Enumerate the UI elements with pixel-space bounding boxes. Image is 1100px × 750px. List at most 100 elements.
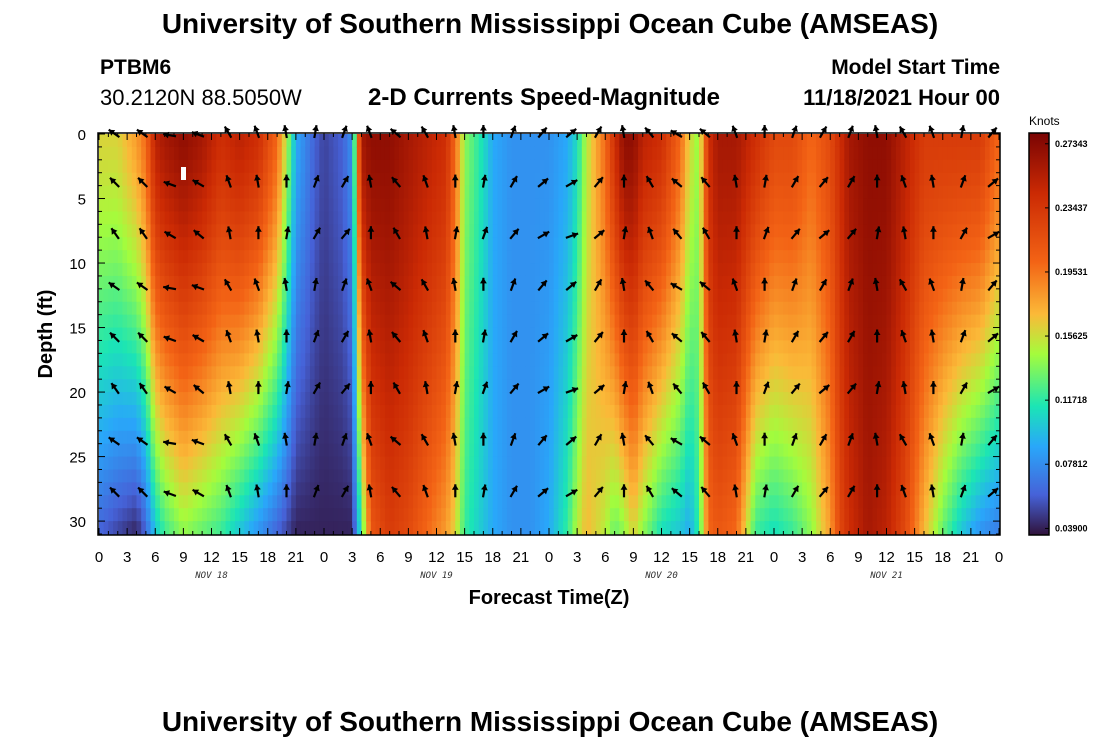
- heatmap-cell: [286, 366, 292, 380]
- heatmap-cell: [155, 508, 161, 522]
- heatmap-cell: [352, 134, 358, 148]
- heatmap-cell: [309, 443, 316, 458]
- heatmap-cell: [253, 495, 259, 509]
- heatmap-cell: [736, 314, 742, 329]
- heatmap-cell: [370, 185, 377, 200]
- heatmap-cell: [305, 495, 311, 509]
- heatmap-cell: [614, 134, 620, 148]
- heatmap-cell: [703, 159, 709, 174]
- heatmap-cell: [474, 430, 480, 445]
- heatmap-cell: [605, 237, 611, 251]
- heatmap-cell: [108, 211, 114, 225]
- heatmap-cell: [661, 392, 667, 406]
- heatmap-cell: [727, 379, 733, 393]
- heatmap-cell: [366, 392, 372, 406]
- heatmap-cell: [722, 237, 728, 251]
- heatmap-cell: [113, 288, 119, 303]
- heatmap-cell: [502, 275, 508, 290]
- heatmap-cell: [694, 392, 700, 406]
- heatmap-cell: [309, 521, 316, 535]
- heatmap-cell: [450, 314, 456, 329]
- heatmap-cell: [174, 250, 180, 264]
- heatmap-cell: [609, 288, 616, 303]
- heatmap-cell: [113, 430, 119, 445]
- heatmap-cell: [708, 134, 714, 148]
- heatmap-cell: [647, 263, 653, 277]
- heatmap-cell: [192, 134, 199, 148]
- heatmap-cell: [563, 366, 569, 380]
- heatmap-cell: [220, 263, 227, 277]
- heatmap-cell: [216, 417, 222, 432]
- heatmap-cell: [188, 288, 194, 303]
- heatmap-cell: [141, 392, 147, 406]
- heatmap-cell: [394, 366, 400, 380]
- heatmap-cell: [628, 327, 634, 342]
- heatmap-cell: [755, 134, 761, 148]
- heatmap-cell: [375, 430, 381, 445]
- heatmap-cell: [605, 288, 611, 303]
- heatmap-cell: [684, 495, 691, 509]
- heatmap-cell: [370, 469, 377, 483]
- heatmap-cell: [497, 353, 503, 367]
- heatmap-cell: [595, 288, 602, 303]
- heatmap-cell: [520, 275, 527, 290]
- heatmap-cell: [727, 211, 733, 225]
- heatmap-cell: [263, 250, 269, 264]
- heatmap-cell: [825, 159, 831, 174]
- heatmap-cell: [614, 340, 620, 354]
- heatmap-cell: [792, 340, 799, 354]
- heatmap-cell: [806, 211, 813, 225]
- heatmap-cell: [441, 456, 447, 471]
- heatmap-cell: [830, 340, 836, 354]
- heatmap-cell: [525, 198, 531, 213]
- heatmap-cell: [647, 521, 653, 535]
- heatmap-cell: [520, 198, 527, 213]
- heatmap-cell: [216, 469, 222, 483]
- heatmap-cell: [806, 495, 813, 509]
- heatmap-cell: [338, 314, 344, 329]
- heatmap-cell: [741, 340, 747, 354]
- heatmap-cell: [164, 417, 170, 432]
- heatmap-cell: [150, 275, 156, 290]
- heatmap-cell: [539, 456, 545, 471]
- heatmap-cell: [652, 417, 658, 432]
- heatmap-cell: [797, 314, 803, 329]
- heatmap-cell: [811, 495, 817, 509]
- heatmap-cell: [441, 198, 447, 213]
- heatmap-cell: [502, 134, 508, 148]
- heatmap-cell: [145, 172, 152, 187]
- heatmap-cell: [474, 301, 480, 316]
- heatmap-cell: [150, 521, 156, 535]
- heatmap-cell: [417, 456, 424, 471]
- heatmap-cell: [534, 508, 541, 522]
- heatmap-cell: [192, 521, 199, 535]
- heatmap-cell: [516, 301, 522, 316]
- heatmap-cell: [319, 250, 325, 264]
- heatmap-cell: [164, 224, 170, 238]
- heatmap-cell: [647, 508, 653, 522]
- heatmap-cell: [666, 482, 672, 496]
- heatmap-cell: [534, 172, 541, 187]
- heatmap-cell: [638, 456, 644, 471]
- heatmap-cell: [511, 134, 517, 148]
- heatmap-cell: [788, 288, 794, 303]
- heatmap-cell: [492, 443, 499, 458]
- heatmap-cell: [455, 185, 461, 200]
- heatmap-cell: [291, 417, 297, 432]
- heatmap-cell: [558, 508, 564, 522]
- heatmap-cell: [399, 288, 405, 303]
- heatmap-cell: [244, 495, 250, 509]
- heatmap-cell: [577, 314, 583, 329]
- heatmap-cell: [403, 353, 409, 367]
- heatmap-cell: [216, 275, 222, 290]
- heatmap-cell: [309, 134, 316, 148]
- heatmap-cell: [441, 353, 447, 367]
- heatmap-cell: [525, 508, 531, 522]
- heatmap-cell: [544, 314, 550, 329]
- heatmap-cell: [844, 417, 850, 432]
- heatmap-cell: [605, 482, 611, 496]
- heatmap-cell: [820, 263, 827, 277]
- heatmap-cell: [609, 469, 616, 483]
- heatmap-cell: [600, 469, 606, 483]
- heatmap-cell: [281, 301, 288, 316]
